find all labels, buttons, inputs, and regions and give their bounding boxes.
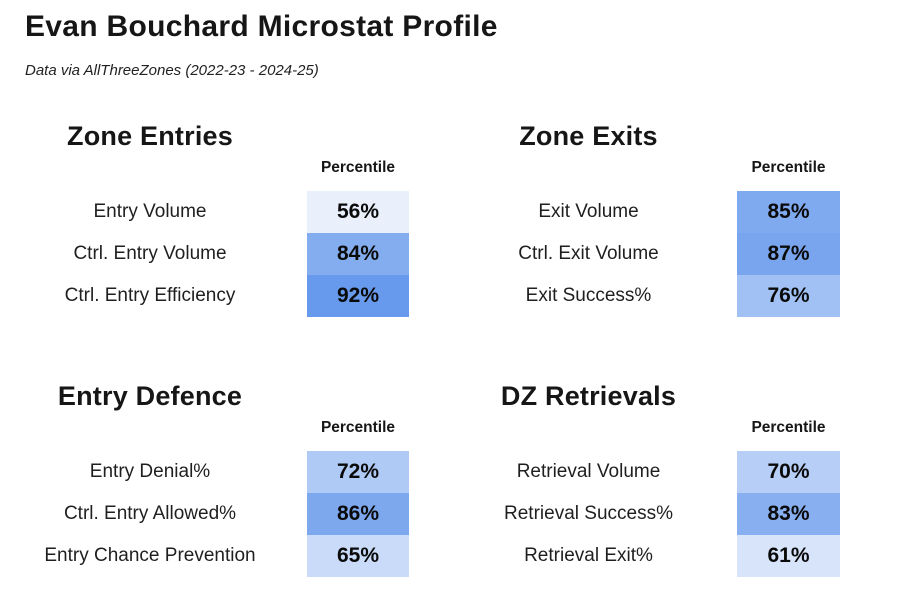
percentile-cell: 70%	[737, 451, 840, 493]
percentile-column-header: Percentile	[751, 419, 826, 436]
percentile-cell: 84%	[307, 233, 409, 275]
dz-retrievals-table: DZ Retrievals Percentile Retrieval Volum…	[450, 378, 840, 577]
zone-exits-title: Zone Exits	[519, 121, 658, 151]
metric-label: Exit Success%	[525, 285, 652, 306]
metric-label: Ctrl. Exit Volume	[518, 243, 659, 264]
metric-label: Retrieval Success%	[504, 503, 673, 524]
percentile-cell: 76%	[737, 275, 840, 317]
metric-label: Exit Volume	[538, 201, 639, 222]
zone-entries-title: Zone Entries	[67, 121, 233, 151]
percentile-cell: 56%	[307, 191, 409, 233]
metric-label: Entry Volume	[93, 201, 207, 222]
metric-label: Ctrl. Entry Allowed%	[63, 503, 237, 524]
dz-retrievals-title: DZ Retrievals	[500, 381, 677, 411]
metric-label: Retrieval Exit%	[524, 545, 653, 566]
percentile-column-header: Percentile	[320, 159, 396, 176]
percentile-cell: 72%	[307, 451, 409, 493]
percentile-cell: 92%	[307, 275, 409, 317]
percentile-cell: 87%	[737, 233, 840, 275]
zone-exits-table: Zone Exits Percentile Exit Volume 85% Ct…	[450, 118, 840, 317]
data-source-subtitle: Data via AllThreeZones (2022-23 - 2024-2…	[25, 62, 319, 79]
metric-label: Retrieval Volume	[516, 461, 661, 482]
percentile-cell: 85%	[737, 191, 840, 233]
percentile-cell: 83%	[737, 493, 840, 535]
percentile-cell: 61%	[737, 535, 840, 577]
percentile-cell: 86%	[307, 493, 409, 535]
percentile-cell: 65%	[307, 535, 409, 577]
page-title: Evan Bouchard Microstat Profile	[25, 10, 498, 43]
entry-defence-table: Entry Defence Percentile Entry Denial% 7…	[20, 378, 409, 577]
metric-label: Ctrl. Entry Efficiency	[64, 285, 236, 306]
metric-label: Entry Chance Prevention	[44, 545, 256, 566]
percentile-column-header: Percentile	[751, 159, 826, 176]
zone-entries-table: Zone Entries Percentile Entry Volume 56%…	[20, 118, 409, 317]
percentile-column-header: Percentile	[320, 419, 396, 436]
metric-label: Entry Denial%	[89, 461, 211, 482]
entry-defence-title: Entry Defence	[57, 381, 243, 411]
metric-label: Ctrl. Entry Volume	[73, 243, 227, 264]
